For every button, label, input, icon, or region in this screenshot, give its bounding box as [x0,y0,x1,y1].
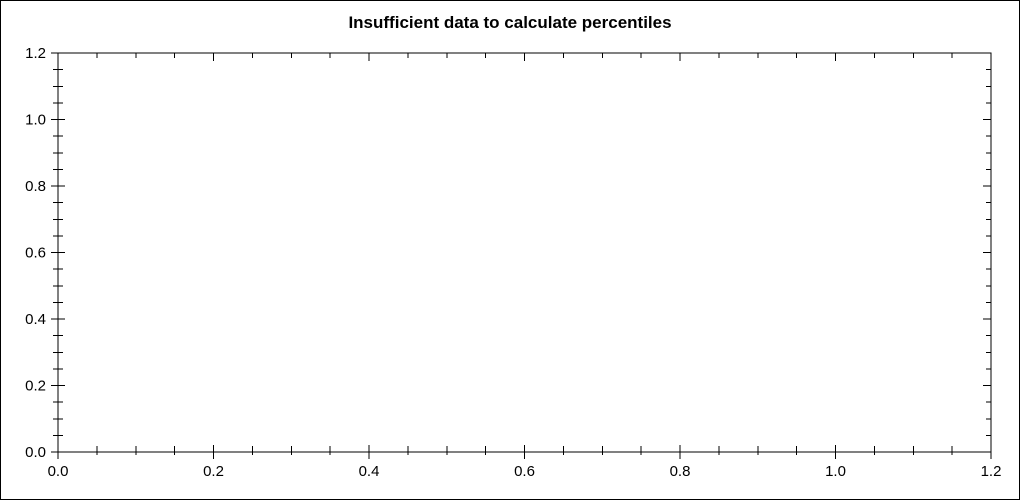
x-axis-tick-label: 0.4 [359,463,380,480]
x-axis-tick-label: 0.2 [203,463,224,480]
x-axis-tick-label: 1.0 [825,463,846,480]
y-axis-tick-label: 0.0 [25,444,46,461]
chart-title: Insufficient data to calculate percentil… [348,13,672,32]
x-axis-tick-label: 0.8 [670,463,691,480]
y-axis-tick-label: 0.2 [25,378,46,395]
plot-frame [57,52,992,453]
y-axis-tick-label: 0.8 [25,178,46,195]
x-axis-tick-label: 0.6 [514,463,535,480]
y-axis-tick-label: 1.0 [25,112,46,129]
y-axis-tick-label: 0.6 [25,245,46,262]
y-axis-tick-label: 1.2 [25,45,46,62]
y-axis-tick-label: 0.4 [25,311,46,328]
x-axis-tick-label: 1.2 [981,463,1002,480]
x-axis-tick-label: 0.0 [48,463,69,480]
